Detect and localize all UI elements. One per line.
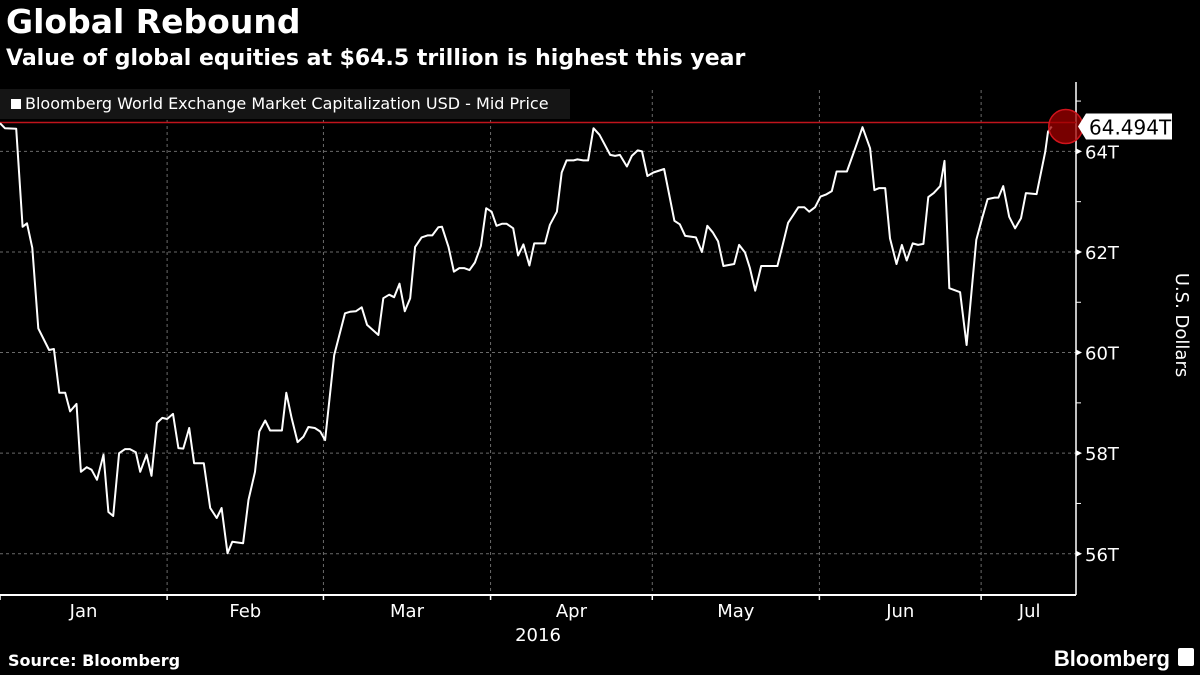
bloomberg-logo: Bloomberg	[1053, 646, 1170, 671]
latest-value-marker	[1047, 108, 1084, 145]
legend-swatch	[11, 99, 21, 109]
x-tick-label: Feb	[229, 601, 261, 622]
y-tick-label: 56T	[1085, 545, 1120, 566]
y-tick-label: 60T	[1085, 344, 1120, 365]
latest-value-label: 64.494T	[1089, 116, 1172, 140]
gridlines	[0, 90, 1076, 595]
x-tick-label: Apr	[556, 601, 588, 622]
chart-subtitle: Value of global equities at $64.5 trilli…	[6, 46, 746, 71]
y-tick	[1076, 349, 1082, 356]
y-tick-label: 58T	[1085, 444, 1120, 465]
bloomberg-chart-icon	[1178, 648, 1194, 666]
legend: Bloomberg World Exchange Market Capitali…	[0, 89, 570, 119]
axes	[0, 82, 1082, 600]
y-tick-label: 62T	[1085, 243, 1120, 264]
x-tick-label: Mar	[390, 601, 425, 622]
y-tick-label: 64T	[1085, 142, 1120, 163]
y-tick	[1076, 550, 1082, 557]
chart-title: Global Rebound	[6, 2, 301, 41]
source-note: Source: Bloomberg	[8, 651, 181, 670]
x-tick-label: May	[717, 601, 755, 622]
x-tick-label: Jul	[1018, 601, 1041, 622]
axis-labels: 56T 58T 60T 62T 64T Jan Feb Mar Apr May Jun Jul 64.4…	[69, 113, 1172, 622]
series-line	[0, 122, 1053, 555]
y-tick	[1076, 450, 1082, 457]
series-layer	[0, 108, 1084, 555]
latest-value-callout	[1078, 113, 1172, 140]
y-tick	[1076, 248, 1082, 255]
x-tick-label: Jan	[69, 601, 98, 622]
y-axis-title: U.S. Dollars	[1171, 273, 1192, 377]
x-axis-year-label: 2016	[515, 625, 561, 646]
legend-label: Bloomberg World Exchange Market Capitali…	[25, 94, 549, 113]
x-tick-label: Jun	[885, 601, 914, 622]
y-tick	[1076, 148, 1082, 155]
